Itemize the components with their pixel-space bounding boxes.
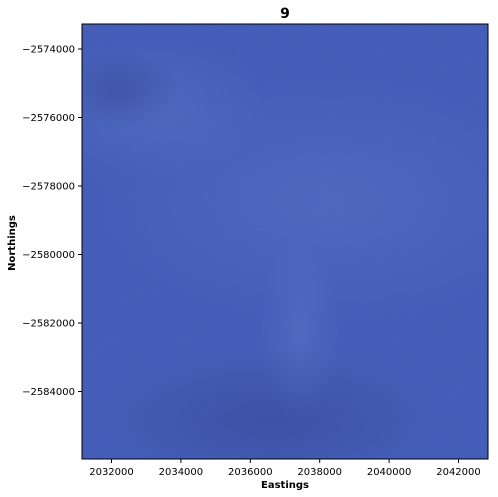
x-tick-label: 2036000 bbox=[228, 467, 273, 478]
x-axis: 2032000 2034000 2036000 2038000 2040000 20420… bbox=[89, 459, 481, 478]
y-axis-label: Northings bbox=[7, 215, 18, 271]
x-tick-label: 2034000 bbox=[159, 467, 204, 478]
x-tick-label: 2032000 bbox=[89, 467, 134, 478]
y-tick-label: −2576000 bbox=[22, 113, 75, 124]
plot-frame bbox=[81, 23, 489, 460]
x-axis-label: Eastings bbox=[261, 480, 309, 491]
raster-image bbox=[82, 24, 488, 459]
y-axis: −2574000 −2576000 −2578000 −2580000 −2582000… bbox=[22, 45, 82, 398]
x-tick-label: 2042000 bbox=[436, 467, 481, 478]
y-tick-label: −2584000 bbox=[22, 387, 75, 398]
y-tick-label: −2580000 bbox=[22, 250, 75, 261]
y-tick-label: −2578000 bbox=[22, 182, 75, 193]
y-tick-label: −2574000 bbox=[22, 45, 75, 56]
chart-title: 9 bbox=[280, 6, 290, 22]
y-tick-label: −2582000 bbox=[22, 319, 75, 330]
x-tick-label: 2040000 bbox=[367, 467, 412, 478]
x-tick-label: 2038000 bbox=[297, 467, 342, 478]
